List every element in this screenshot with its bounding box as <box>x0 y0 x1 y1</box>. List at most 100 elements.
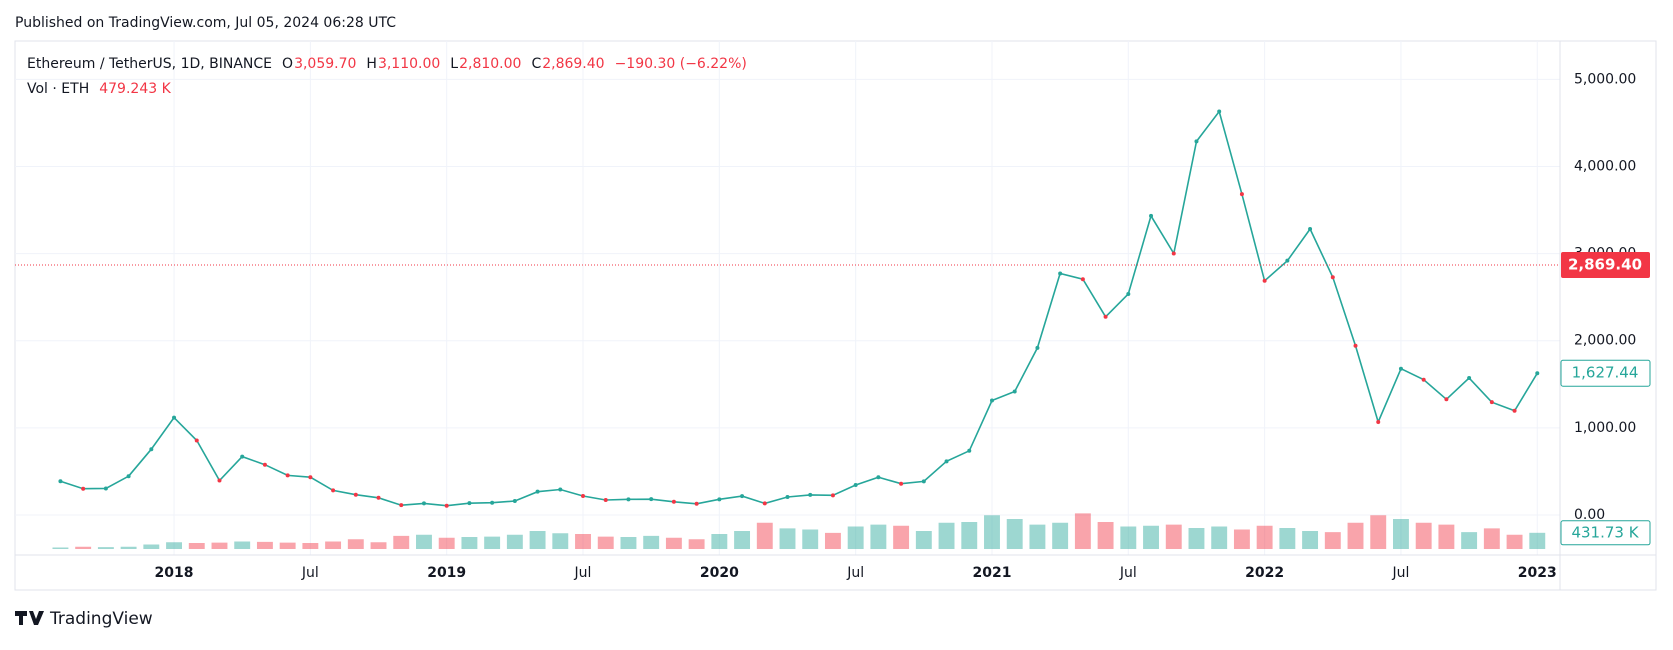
price-point <box>172 415 177 420</box>
price-point <box>1239 192 1244 197</box>
volume-last: 479.243 K <box>99 81 171 97</box>
y-tick-label: 4,000.00 <box>1574 158 1636 174</box>
volume-bar <box>347 539 364 549</box>
price-point <box>535 489 540 494</box>
price-point <box>603 498 608 503</box>
price-point <box>694 501 699 506</box>
last-volume-label: 431.73 K <box>1571 523 1639 541</box>
price-point <box>149 447 154 452</box>
volume-bar <box>438 537 455 549</box>
x-tick-label: Jul <box>846 565 864 581</box>
volume-bar <box>1529 532 1546 549</box>
volume-bar <box>984 515 1000 549</box>
price-point <box>762 501 767 506</box>
volume-bar <box>302 543 319 549</box>
price-point <box>944 459 949 464</box>
volume-bar <box>802 529 819 549</box>
y-tick-label: 1,000.00 <box>1574 420 1636 436</box>
volume-bar <box>211 542 228 549</box>
ohlc-value: 3,110.00 <box>378 56 440 72</box>
volume-bar <box>1029 524 1046 549</box>
change: −190.30 (−6.22%) <box>615 56 747 72</box>
price-point <box>444 503 449 508</box>
x-tick-label: Jul <box>574 565 592 581</box>
price-point <box>490 500 495 505</box>
ohlc-key: H <box>366 56 377 72</box>
volume-bar <box>597 536 614 549</box>
volume-bar <box>1165 524 1182 549</box>
price-point <box>671 499 676 504</box>
ohlc-key: O <box>282 56 293 72</box>
volume-bar <box>915 531 932 549</box>
ohlc-value: 2,810.00 <box>459 56 521 72</box>
price-point <box>1376 420 1381 425</box>
x-tick-label: 2020 <box>700 565 739 581</box>
price-point <box>1285 258 1290 263</box>
volume-bar <box>1188 528 1205 549</box>
ohlc-key: C <box>531 56 541 72</box>
volume-bar <box>279 542 296 549</box>
volume-bar <box>325 541 342 549</box>
price-point <box>989 398 994 403</box>
volume-bar <box>370 542 387 549</box>
volume-bar <box>1052 522 1069 549</box>
price-point <box>1421 377 1426 382</box>
price-point <box>353 492 358 497</box>
volume-bar <box>1097 522 1114 549</box>
volume-bar <box>1506 534 1523 549</box>
volume-bar <box>575 534 591 549</box>
x-tick-label: 2023 <box>1518 565 1557 581</box>
price-point <box>1398 366 1403 371</box>
price-point <box>626 497 631 502</box>
volume-bar <box>620 537 637 549</box>
volume-bar <box>256 541 273 549</box>
price-point <box>58 479 63 484</box>
price-point <box>1444 397 1449 402</box>
x-tick-label: 2021 <box>973 565 1012 581</box>
published-note: Published on TradingView.com, Jul 05, 20… <box>15 15 396 31</box>
volume-bar <box>166 542 182 549</box>
x-tick-label: 2019 <box>427 565 466 581</box>
volume-bar <box>1461 532 1478 549</box>
volume-bar <box>1279 528 1296 549</box>
chart-frame <box>14 40 1657 591</box>
volume-bar <box>1120 526 1137 549</box>
volume-bar <box>1370 515 1387 549</box>
volume-bar <box>847 526 864 549</box>
volume-bar <box>75 546 92 549</box>
y-tick-label: 0.00 <box>1574 507 1605 523</box>
price-point <box>1171 251 1176 256</box>
volume-bar <box>393 535 410 549</box>
last-price-label: 2,869.40 <box>1568 255 1642 273</box>
symbol: Ethereum / TetherUS, 1D, BINANCE <box>27 56 272 72</box>
volume-bar <box>120 546 137 549</box>
volume-bar <box>529 531 546 549</box>
price-point <box>240 454 245 459</box>
price-point <box>217 478 222 483</box>
volume-bar <box>97 547 114 549</box>
x-tick-label: Jul <box>301 565 319 581</box>
price-point <box>194 438 199 443</box>
volume-title: Vol · ETH <box>27 81 89 97</box>
price-point <box>717 497 722 502</box>
price-point <box>399 503 404 508</box>
price-point <box>921 479 926 484</box>
price-point <box>1262 278 1267 283</box>
price-point <box>1012 389 1017 394</box>
volume-bar <box>416 534 432 549</box>
volume-bar <box>1483 528 1500 549</box>
volume-bar <box>1302 531 1319 549</box>
volume-bar <box>734 531 751 549</box>
volume-bar <box>779 528 796 549</box>
volume-bar <box>870 524 887 549</box>
price-point <box>740 494 745 499</box>
price-point <box>853 482 858 487</box>
price-point <box>808 492 813 497</box>
logo <box>15 611 44 625</box>
volume-bar <box>143 544 160 549</box>
price-point <box>308 475 313 480</box>
y-tick-label: 5,000.00 <box>1574 71 1636 87</box>
